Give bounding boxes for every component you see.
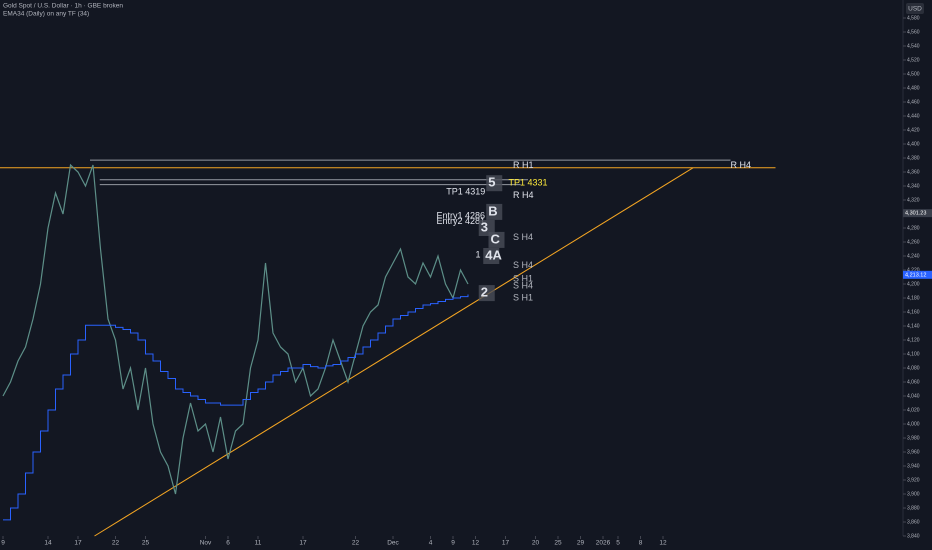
y-tick-label: 4,340	[907, 183, 920, 189]
y-tick-label: 4,080	[907, 365, 920, 371]
y-tick-label: 4,200	[907, 281, 920, 287]
currency[interactable]: USD	[908, 6, 922, 13]
x-tick-label: Dec	[387, 540, 399, 547]
annotation: R H4	[513, 190, 534, 200]
annotation: Entry2 4281	[437, 216, 486, 226]
x-tick-label: 29	[577, 540, 585, 547]
y-tick-label: 4,020	[907, 407, 920, 413]
annotation: R H4	[731, 160, 752, 170]
x-tick-label: 9	[451, 540, 455, 547]
x-tick-label: 22	[112, 540, 120, 547]
trendline	[94, 167, 694, 537]
y-tick-label: 4,320	[907, 197, 920, 203]
y-tick-label: 4,520	[907, 57, 920, 63]
y-tick-label: 4,380	[907, 155, 920, 161]
x-tick-label: 17	[74, 540, 82, 547]
label-box	[478, 285, 495, 302]
x-tick-label: 12	[659, 540, 667, 547]
annotation: R H1	[513, 160, 534, 170]
price-tag	[903, 270, 932, 279]
y-tick-label: 3,880	[907, 505, 920, 511]
annotation: 1	[476, 250, 481, 260]
x-tick-label: 25	[142, 540, 150, 547]
y-tick-label: 4,040	[907, 393, 920, 399]
annotation: S H4	[513, 260, 533, 270]
x-tick-label: 9	[1, 540, 5, 547]
label-box	[486, 203, 503, 220]
y-tick-label: 4,580	[907, 15, 920, 21]
x-tick-label: 11	[255, 540, 262, 547]
price-tag-label: 4,301.23	[905, 211, 926, 217]
indicator-title: EMA34 (Daily) on any TF (34)	[3, 11, 89, 18]
x-tick-label: 4	[429, 540, 433, 547]
annotation: 2	[481, 285, 488, 300]
x-tick-label: 8	[639, 540, 643, 547]
y-tick-label: 3,860	[907, 519, 920, 525]
annotation: TP1 4331	[509, 178, 548, 188]
y-tick-label: 4,180	[907, 295, 920, 301]
y-tick-label: 3,960	[907, 449, 920, 455]
y-tick-label: 4,280	[907, 225, 920, 231]
y-tick-label: 4,440	[907, 113, 920, 119]
x-tick-label: 25	[554, 540, 562, 547]
y-tick-label: 4,100	[907, 351, 920, 357]
annotation: Entry1 4286	[437, 210, 486, 220]
ema-step-line	[3, 294, 469, 521]
annotation: S H1	[513, 273, 533, 283]
y-tick-label: 4,360	[907, 169, 920, 175]
y-tick-label: 4,420	[907, 127, 920, 133]
x-tick-label: 22	[352, 540, 360, 547]
price-line	[2, 163, 469, 495]
annotation: S H1	[513, 292, 533, 302]
price-tag	[903, 209, 932, 218]
y-tick-label: 4,160	[907, 309, 920, 315]
y-tick-label: 4,240	[907, 253, 920, 259]
y-tick-label: 4,120	[907, 337, 920, 343]
y-tick-label: 3,900	[907, 491, 920, 497]
annotation: S H4	[513, 232, 533, 242]
x-tick-label: Nov	[200, 540, 212, 547]
y-tick-label: 4,060	[907, 379, 920, 385]
x-tick-label: 20	[532, 540, 540, 547]
annotation: S H4	[513, 280, 533, 290]
y-tick-label: 3,940	[907, 463, 920, 469]
label-box	[483, 248, 500, 264]
x-tick-label: 6	[226, 540, 230, 547]
y-tick-label: 4,540	[907, 43, 920, 49]
symbol-title: Gold Spot / U.S. Dollar · 1h · GBE broke…	[3, 3, 123, 10]
y-tick-label: 4,140	[907, 323, 920, 329]
y-tick-label: 4,480	[907, 85, 920, 91]
y-tick-label: 4,560	[907, 29, 920, 35]
annotation: 3	[481, 219, 488, 234]
annotation: C	[491, 231, 501, 246]
x-tick-label: 5	[616, 540, 620, 547]
x-tick-label: 14	[44, 540, 52, 547]
y-tick-label: 4,260	[907, 239, 920, 245]
annotation: TP1 4319	[446, 187, 485, 197]
y-tick-label: 3,980	[907, 435, 920, 441]
price-tag-label: 4,213.12	[905, 272, 926, 278]
label-box	[488, 231, 505, 248]
y-tick-label: 4,000	[907, 421, 920, 427]
annotation: B	[488, 203, 497, 218]
x-tick-label: 12	[472, 540, 480, 547]
currency-button[interactable]	[906, 3, 924, 14]
annotation: 4A	[485, 247, 502, 262]
y-tick-label: 3,920	[907, 477, 920, 483]
x-tick-label: 2026	[596, 540, 611, 547]
y-tick-label: 4,400	[907, 141, 920, 147]
y-tick-label: 4,220	[907, 267, 920, 273]
y-tick-label: 4,500	[907, 71, 920, 77]
x-tick-label: 17	[502, 540, 510, 547]
y-tick-label: 4,460	[907, 99, 920, 105]
y-tick-label: 3,840	[907, 533, 920, 539]
label-box	[486, 175, 503, 192]
x-tick-label: 17	[299, 540, 307, 547]
annotation: 5	[488, 175, 495, 190]
